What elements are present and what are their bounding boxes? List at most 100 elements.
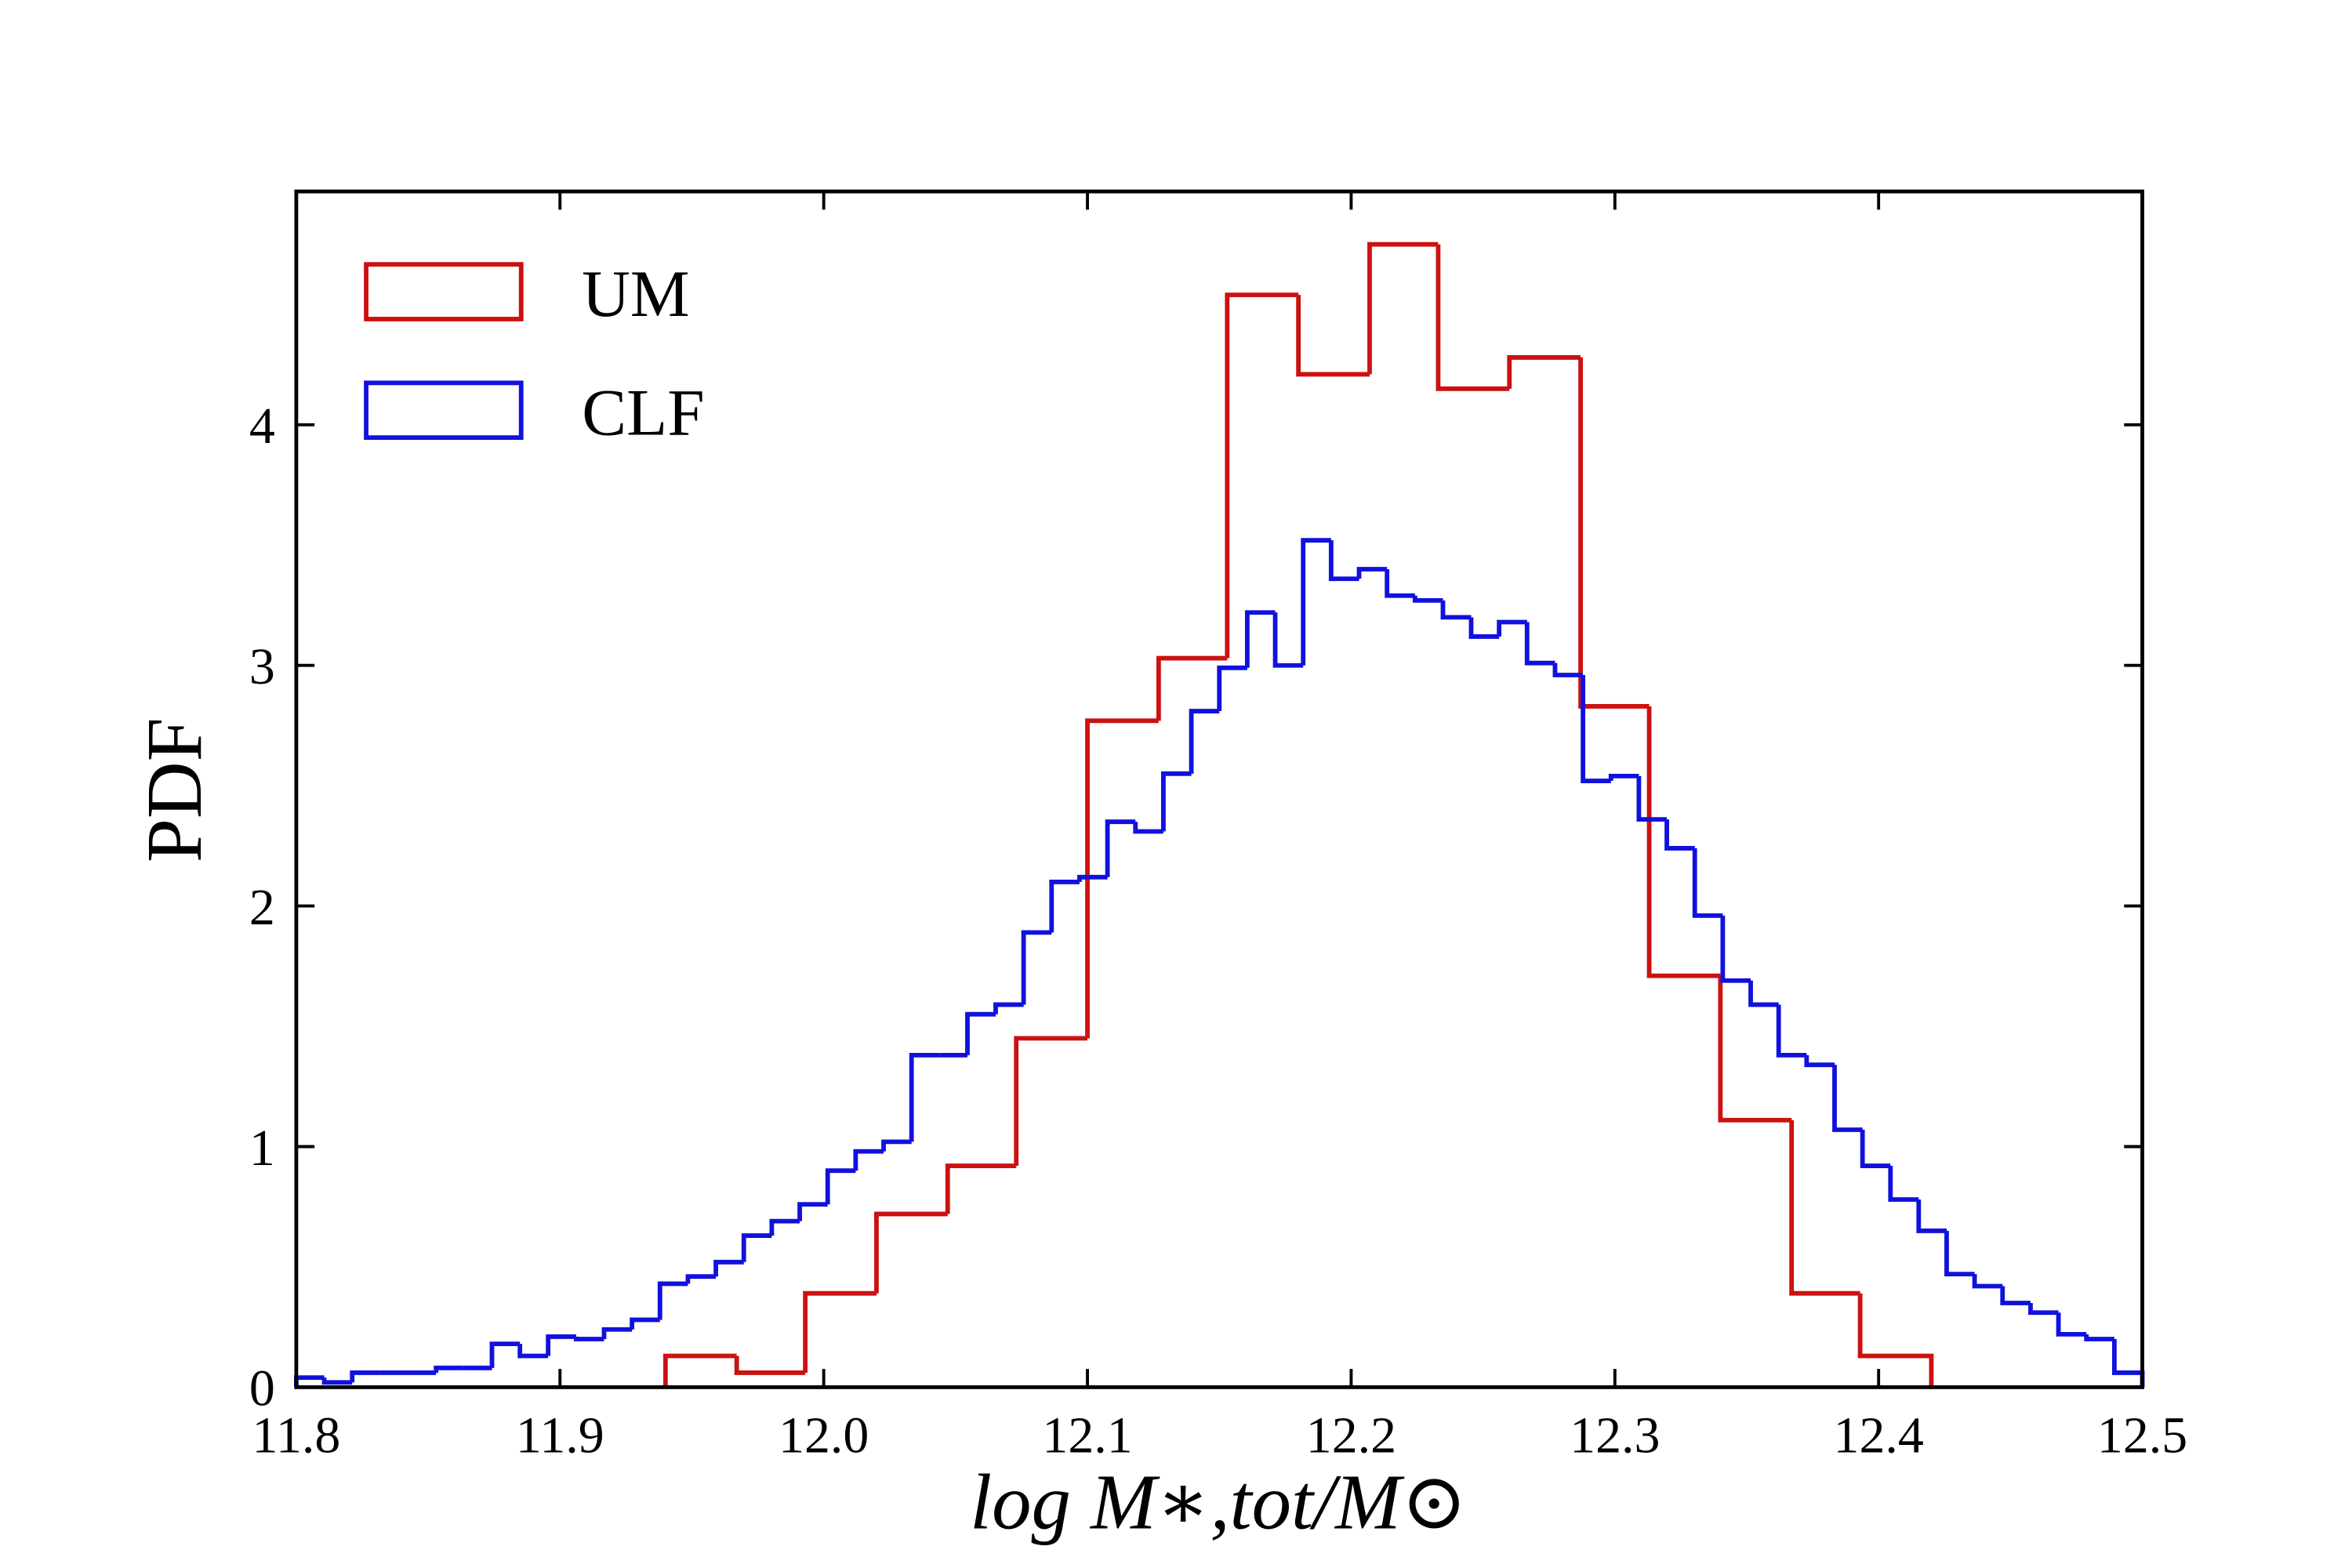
x-tick-label: 12.5	[2097, 1407, 2187, 1465]
y-tick-label: 2	[249, 879, 275, 936]
histogram-bin	[1718, 975, 1792, 1123]
histogram-bin	[1189, 709, 1220, 774]
histogram-bin	[881, 1139, 912, 1152]
histogram-bin	[546, 1334, 576, 1356]
legend-label: CLF	[582, 376, 704, 449]
histogram-bin	[1944, 1230, 1975, 1277]
histogram-bin	[734, 1356, 806, 1375]
histogram-bin	[1860, 1130, 1891, 1168]
histogram-bin	[1692, 848, 1723, 918]
histogram-bin	[1296, 295, 1370, 377]
histogram-bin	[1225, 292, 1299, 659]
histogram-bin	[1217, 665, 1247, 712]
histogram-bin	[1133, 822, 1163, 834]
histogram-bin	[1578, 357, 1650, 709]
histogram-bin	[1804, 1054, 1835, 1068]
histogram-bin	[1385, 568, 1415, 598]
histogram-bin	[1608, 773, 1639, 782]
histogram-bin	[1412, 595, 1443, 603]
histogram-bin	[1021, 930, 1052, 1005]
histogram-bin	[2084, 1334, 2114, 1341]
histogram-bin	[1440, 600, 1472, 620]
histogram-bin	[769, 1218, 800, 1236]
histogram-bin	[1328, 540, 1359, 582]
histogram-bin	[825, 1168, 856, 1205]
histogram-bin	[993, 1002, 1024, 1014]
histogram-bin	[1581, 675, 1611, 783]
histogram-bin	[874, 1211, 948, 1294]
histogram-bin	[1789, 1120, 1860, 1296]
histogram-bin	[1356, 567, 1388, 579]
histogram-bin	[1468, 617, 1500, 639]
histogram-bin	[573, 1336, 604, 1341]
histogram-bin	[1857, 1293, 1934, 1388]
histogram-bin	[1646, 706, 1721, 978]
y-tick-label: 1	[249, 1120, 275, 1177]
histogram-bin	[2111, 1339, 2145, 1388]
histogram-bin	[1085, 718, 1159, 1039]
histogram-bin	[741, 1233, 772, 1262]
histogram-bin	[1161, 771, 1192, 832]
histogram-bin	[1888, 1166, 1919, 1202]
histogram-bin	[1105, 819, 1136, 877]
histogram-bin	[662, 1353, 737, 1388]
histogram-bin	[1972, 1274, 2003, 1289]
histogram-bin	[657, 1281, 688, 1320]
x-tick-label: 12.1	[1042, 1407, 1132, 1465]
histogram-bin	[1636, 775, 1668, 822]
histogram-bin	[1776, 1004, 1807, 1058]
y-tick-label: 4	[249, 397, 275, 455]
histogram-bin	[321, 1377, 353, 1385]
histogram-bin	[601, 1327, 633, 1340]
x-tick-label: 12.3	[1570, 1407, 1660, 1465]
histogram-bin	[630, 1317, 660, 1330]
histogram-bin	[1720, 915, 1751, 983]
histogram-bin	[489, 1341, 521, 1368]
histogram-bin	[1156, 655, 1228, 721]
x-tick-label: 12.4	[1834, 1407, 1924, 1465]
histogram-bin	[2000, 1286, 2031, 1305]
x-axis-label: log M∗,tot/M⊙	[970, 1458, 1467, 1546]
histogram-bin	[1367, 241, 1439, 375]
plot-frame	[294, 189, 2144, 1389]
legend-swatch	[364, 262, 524, 321]
x-tick-label: 11.9	[516, 1407, 604, 1465]
histogram-bin	[1664, 819, 1695, 851]
histogram-bin	[945, 1163, 1017, 1214]
histogram-bin	[1049, 880, 1080, 933]
histogram-bin	[1272, 612, 1304, 668]
histogram-bin	[1552, 662, 1584, 677]
histogram-bin	[685, 1274, 717, 1284]
histogram-bin	[350, 1370, 380, 1383]
legend-label: UM	[582, 257, 689, 331]
histogram-bin	[965, 1011, 996, 1055]
histogram-bin	[1497, 619, 1527, 637]
histogram-bin	[1507, 355, 1581, 389]
legend-swatch	[364, 380, 524, 441]
histogram-bin	[1832, 1065, 1863, 1132]
y-tick-label: 0	[249, 1360, 275, 1417]
histogram-bin	[1244, 610, 1276, 668]
histogram-bin	[797, 1202, 828, 1221]
histogram-bin	[434, 1365, 464, 1373]
histogram-bin	[853, 1149, 884, 1171]
histogram-bin	[803, 1290, 877, 1373]
histogram-bin	[1748, 980, 1779, 1007]
histogram-bin	[1524, 622, 1555, 666]
histogram-bin	[1014, 1036, 1088, 1167]
y-tick-label: 3	[249, 638, 275, 695]
histogram-bin	[1077, 874, 1108, 882]
histogram-bin	[713, 1259, 744, 1277]
histogram-bin	[1916, 1200, 1947, 1233]
histogram-bin	[2028, 1302, 2059, 1316]
histogram-bin	[2056, 1312, 2087, 1337]
histogram-bin	[517, 1344, 549, 1359]
histogram-bin	[909, 1052, 940, 1142]
x-tick-label: 12.0	[779, 1407, 869, 1465]
y-axis-label: PDF	[130, 717, 218, 862]
x-tick-label: 12.2	[1306, 1407, 1396, 1465]
histogram-bin	[1301, 538, 1331, 666]
histogram-bin	[1436, 244, 1510, 391]
